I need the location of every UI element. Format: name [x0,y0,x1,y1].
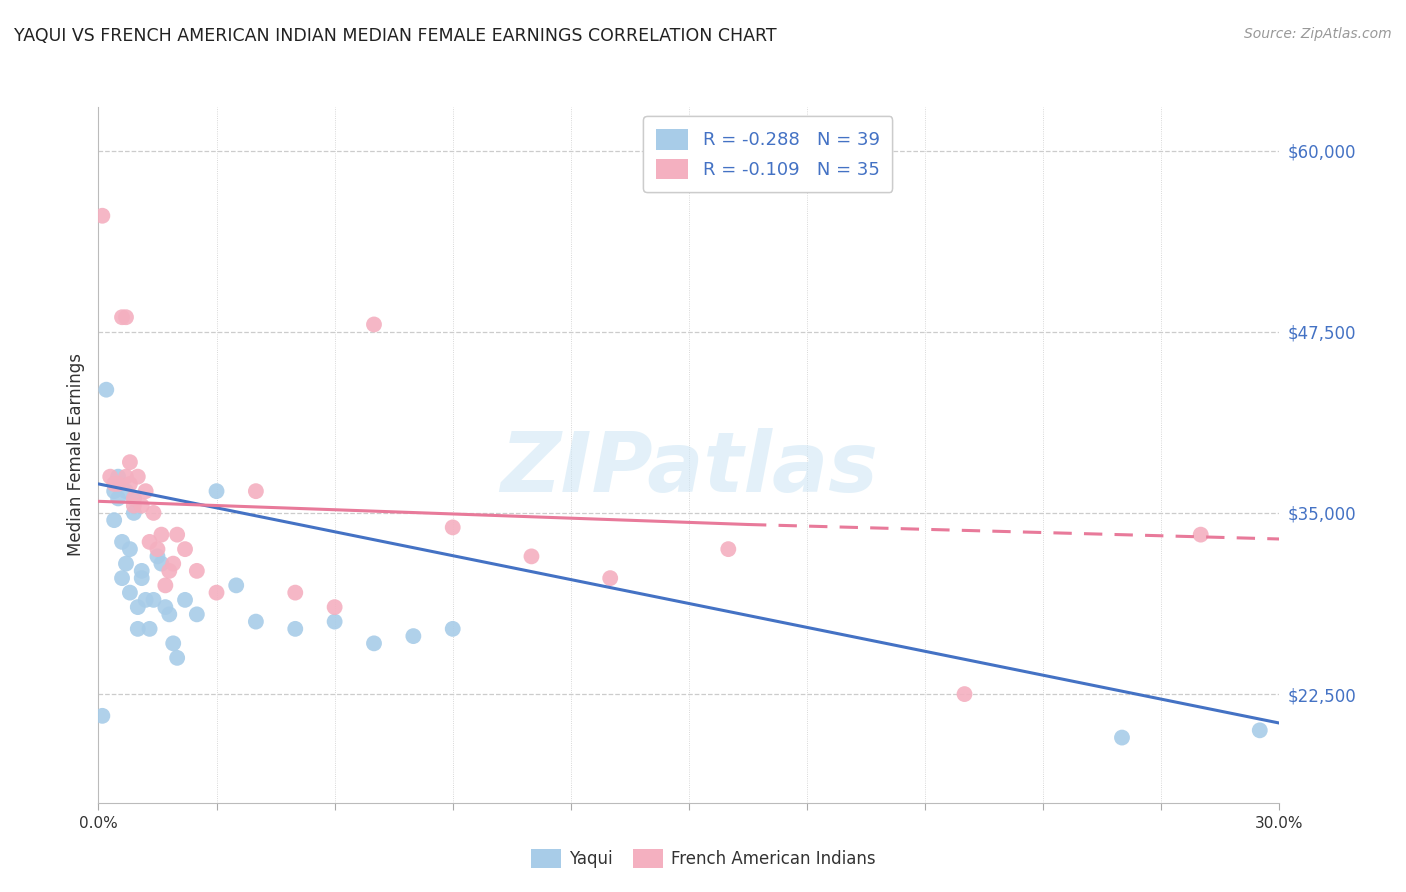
Point [131,564,153,578]
Point [363,636,385,650]
Point [118,585,141,599]
Legend: Yaqui, French American Indians: Yaqui, French American Indians [524,842,882,875]
Point [131,499,153,513]
Point [135,484,157,499]
Point [111,571,134,585]
Point [186,607,208,622]
Point [142,506,165,520]
Point [245,615,267,629]
Point [127,600,149,615]
Text: Source: ZipAtlas.com: Source: ZipAtlas.com [1244,27,1392,41]
Point [98,469,121,483]
Point [138,535,160,549]
Point [157,607,180,622]
Point [138,622,160,636]
Point [166,651,188,665]
Legend: R = -0.288   N = 39, R = -0.109   N = 35: R = -0.288 N = 39, R = -0.109 N = 35 [644,116,893,192]
Point [520,549,543,564]
Point [953,687,976,701]
Point [135,593,157,607]
Point [115,557,138,571]
Point [155,578,177,592]
Point [115,469,138,483]
Point [186,564,208,578]
Point [146,542,169,557]
Point [174,542,197,557]
Point [441,622,464,636]
Point [146,549,169,564]
Point [107,477,129,491]
Text: YAQUI VS FRENCH AMERICAN INDIAN MEDIAN FEMALE EARNINGS CORRELATION CHART: YAQUI VS FRENCH AMERICAN INDIAN MEDIAN F… [14,27,776,45]
Point [205,484,228,499]
Point [225,578,247,592]
Point [284,622,307,636]
Point [166,527,188,541]
Point [205,585,228,599]
Point [103,513,125,527]
Point [599,571,621,585]
Point [103,484,125,499]
Text: ZIPatlas: ZIPatlas [501,428,877,509]
Point [122,491,145,506]
Point [323,615,346,629]
Point [155,600,177,615]
Point [115,310,138,325]
Point [118,542,141,557]
Point [363,318,385,332]
Point [107,491,129,506]
Point [162,557,184,571]
Point [174,593,197,607]
Point [131,571,153,585]
Point [107,469,129,483]
Point [118,477,141,491]
Point [1249,723,1271,738]
Point [122,491,145,506]
Point [127,622,149,636]
Point [111,535,134,549]
Y-axis label: Median Female Earnings: Median Female Earnings [66,353,84,557]
Point [127,469,149,483]
Text: 0.0%: 0.0% [79,816,118,831]
Point [96,383,118,397]
Point [284,585,307,599]
Point [157,564,180,578]
Point [91,209,114,223]
Point [162,636,184,650]
Point [717,542,740,557]
Point [103,477,125,491]
Point [150,527,173,541]
Point [122,506,145,520]
Point [111,310,134,325]
Point [441,520,464,534]
Point [1189,527,1212,541]
Point [402,629,425,643]
Point [91,708,114,723]
Point [1111,731,1133,745]
Point [115,484,138,499]
Point [323,600,346,615]
Point [150,557,173,571]
Point [118,455,141,469]
Point [245,484,267,499]
Text: 30.0%: 30.0% [1256,816,1303,831]
Point [142,593,165,607]
Point [122,499,145,513]
